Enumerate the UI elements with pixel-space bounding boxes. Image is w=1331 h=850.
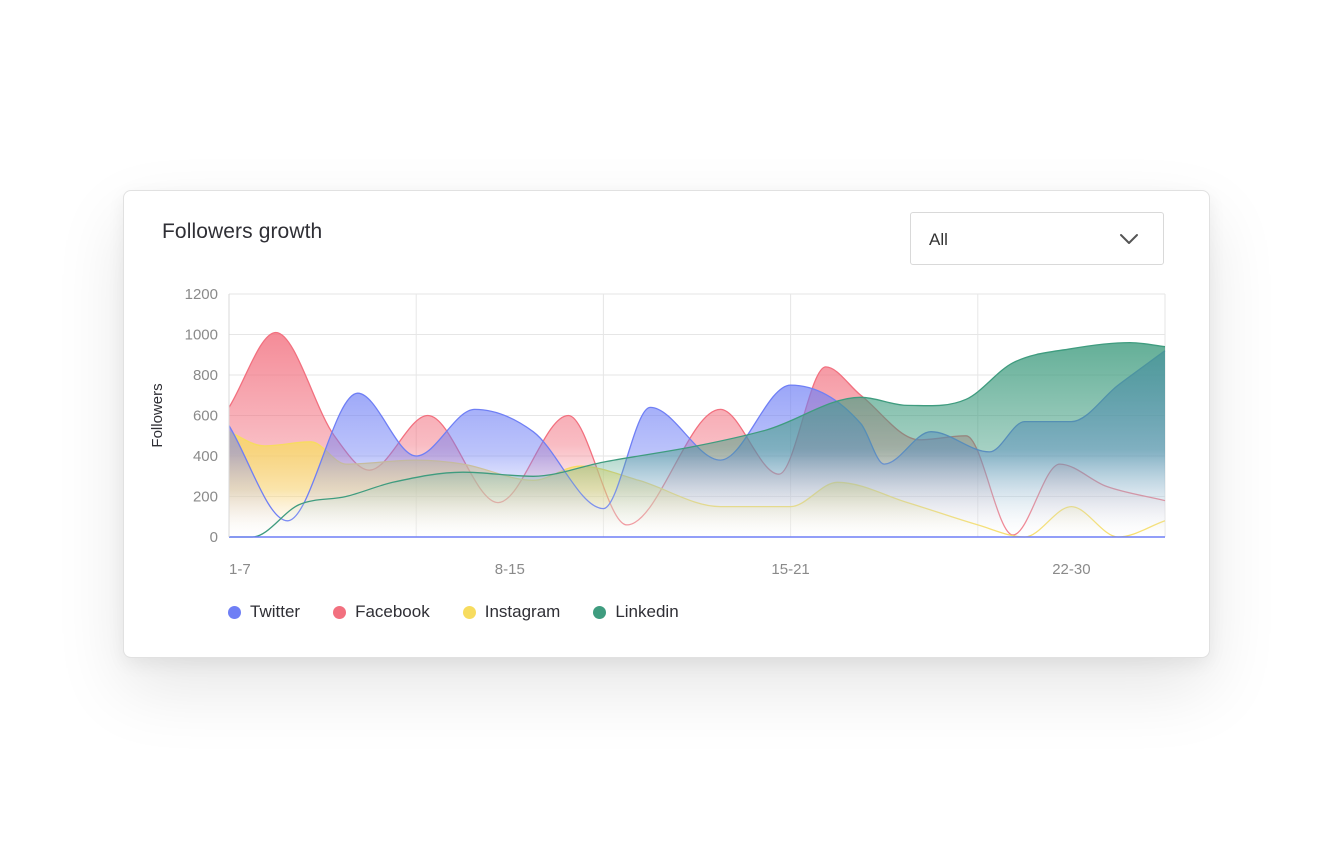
- legend-dot-icon: [462, 605, 476, 619]
- x-tick-label: 8-15: [495, 561, 525, 578]
- chart-axes: [228, 294, 1165, 538]
- legend-item-facebook[interactable]: Facebook: [333, 602, 430, 622]
- legend-item-instagram[interactable]: Instagram: [462, 602, 561, 622]
- x-tick-label: 22-30: [1052, 561, 1090, 578]
- y-tick-label: 0: [210, 529, 218, 546]
- chevron-down-icon: [1120, 234, 1138, 244]
- y-tick-label: 600: [193, 408, 218, 425]
- legend-dot-icon: [228, 605, 241, 619]
- dropdown-selected-value: All: [929, 230, 948, 249]
- legend-label: Facebook: [355, 602, 430, 621]
- legend-label: Instagram: [484, 602, 561, 621]
- card-title: Followers growth: [162, 220, 323, 243]
- chart-labels: 0 200 400 600 800 1000 1200 1-7 8-15 15-21 22-30 Fo…: [149, 286, 1091, 578]
- legend-label: Twitter: [250, 602, 301, 621]
- legend-dot-icon: [333, 605, 347, 619]
- y-tick-label: 200: [193, 489, 218, 506]
- platform-filter-dropdown[interactable]: All: [910, 212, 1164, 265]
- y-tick-label: 400: [193, 448, 218, 465]
- chart-legend: Twitter Facebook Instagram Linkedin: [228, 602, 712, 622]
- line-linkedin: [229, 341, 1166, 538]
- followers-area-chart: 0 200 400 600 800 1000 1200 1-7 8-15 15-21 22-30 Fo…: [149, 286, 1166, 578]
- legend-item-twitter[interactable]: Twitter: [228, 602, 300, 622]
- y-tick-label: 1200: [185, 286, 218, 303]
- chart-areas: [228, 331, 1166, 538]
- y-axis-title: Followers: [149, 383, 166, 447]
- x-tick-label: 1-7: [229, 561, 251, 578]
- y-tick-label: 1000: [185, 327, 218, 344]
- followers-growth-card: Followers growth All 0 200 400 600 800 1000 12…: [123, 190, 1210, 658]
- x-tick-label: 15-21: [771, 561, 809, 578]
- legend-dot-icon: [593, 605, 607, 619]
- y-tick-label: 800: [193, 367, 218, 384]
- legend-label: Linkedin: [615, 602, 679, 621]
- area-linkedin: [229, 342, 1165, 537]
- legend-item-linkedin[interactable]: Linkedin: [593, 602, 679, 622]
